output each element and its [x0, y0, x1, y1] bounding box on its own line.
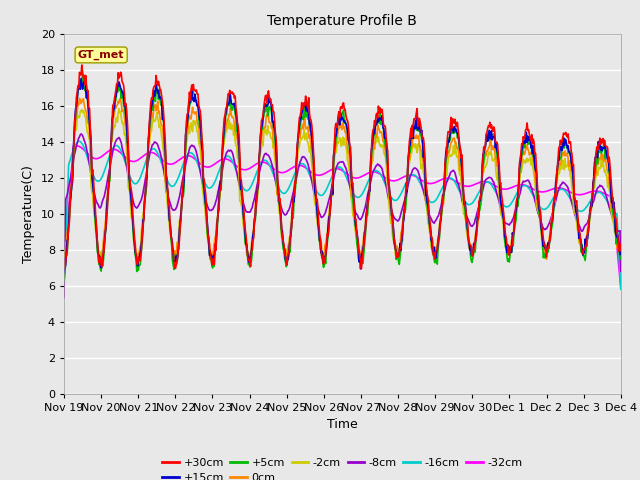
0cm: [76, 96, 83, 101]
+30cm: [60, 259, 68, 264]
-32cm: [70, 144, 78, 149]
+5cm: [128, 212, 136, 217]
+5cm: [428, 228, 435, 234]
-32cm: [428, 180, 435, 186]
+30cm: [78, 62, 86, 68]
-2cm: [70, 138, 78, 144]
+5cm: [185, 108, 193, 114]
-2cm: [412, 141, 419, 146]
-8cm: [411, 165, 419, 171]
-8cm: [428, 216, 435, 221]
Line: -2cm: -2cm: [64, 108, 621, 262]
-2cm: [115, 106, 123, 111]
-32cm: [128, 158, 136, 164]
0cm: [412, 135, 419, 141]
+5cm: [411, 124, 419, 130]
0cm: [428, 239, 436, 245]
Title: Temperature Profile B: Temperature Profile B: [268, 14, 417, 28]
-8cm: [77, 131, 85, 137]
Line: +30cm: +30cm: [64, 65, 621, 269]
+15cm: [81, 75, 89, 81]
-32cm: [185, 153, 193, 158]
+30cm: [358, 266, 365, 272]
-16cm: [128, 178, 136, 184]
+15cm: [617, 250, 625, 255]
0cm: [96, 261, 104, 266]
-32cm: [60, 269, 68, 275]
Line: +15cm: +15cm: [64, 78, 621, 272]
+15cm: [185, 102, 193, 108]
Text: GT_met: GT_met: [78, 50, 124, 60]
+15cm: [214, 210, 222, 216]
-32cm: [411, 173, 419, 179]
-16cm: [60, 280, 68, 286]
-2cm: [60, 248, 68, 253]
-8cm: [617, 268, 625, 274]
-2cm: [617, 245, 625, 251]
-16cm: [411, 172, 419, 178]
-8cm: [128, 193, 136, 199]
-8cm: [70, 153, 78, 159]
0cm: [60, 252, 68, 258]
Legend: +30cm, +15cm, +5cm, 0cm, -2cm, -8cm, -16cm, -32cm: +30cm, +15cm, +5cm, 0cm, -2cm, -8cm, -16…: [158, 453, 527, 480]
-2cm: [214, 210, 222, 216]
+15cm: [128, 210, 136, 216]
-16cm: [70, 145, 78, 151]
+30cm: [185, 100, 193, 106]
+30cm: [70, 132, 78, 137]
-2cm: [128, 216, 136, 221]
+5cm: [617, 256, 625, 262]
-2cm: [428, 246, 436, 252]
-32cm: [72, 143, 80, 149]
0cm: [617, 248, 625, 253]
-8cm: [214, 188, 222, 194]
+5cm: [214, 209, 222, 215]
-2cm: [246, 259, 253, 265]
+30cm: [214, 211, 222, 216]
+15cm: [70, 133, 78, 139]
Line: -16cm: -16cm: [64, 141, 621, 289]
+5cm: [70, 137, 78, 143]
0cm: [186, 113, 193, 119]
-16cm: [428, 200, 435, 205]
+30cm: [128, 198, 136, 204]
0cm: [129, 227, 137, 233]
-2cm: [185, 124, 193, 130]
X-axis label: Time: Time: [327, 418, 358, 431]
-16cm: [617, 286, 625, 292]
Line: -32cm: -32cm: [64, 146, 621, 288]
+30cm: [617, 241, 625, 247]
+15cm: [411, 125, 419, 131]
+30cm: [428, 234, 436, 240]
-16cm: [75, 138, 83, 144]
Line: -8cm: -8cm: [64, 134, 621, 298]
-16cm: [214, 170, 222, 176]
+30cm: [412, 115, 419, 121]
Y-axis label: Temperature(C): Temperature(C): [22, 165, 35, 263]
Line: +5cm: +5cm: [64, 74, 621, 281]
Line: 0cm: 0cm: [64, 98, 621, 264]
-32cm: [214, 159, 222, 165]
-8cm: [185, 149, 193, 155]
0cm: [215, 195, 223, 201]
+15cm: [60, 269, 68, 275]
+15cm: [428, 237, 435, 243]
+5cm: [79, 72, 86, 77]
-16cm: [185, 151, 193, 156]
+5cm: [60, 278, 68, 284]
0cm: [70, 143, 78, 149]
-32cm: [617, 285, 625, 291]
-8cm: [60, 295, 68, 300]
